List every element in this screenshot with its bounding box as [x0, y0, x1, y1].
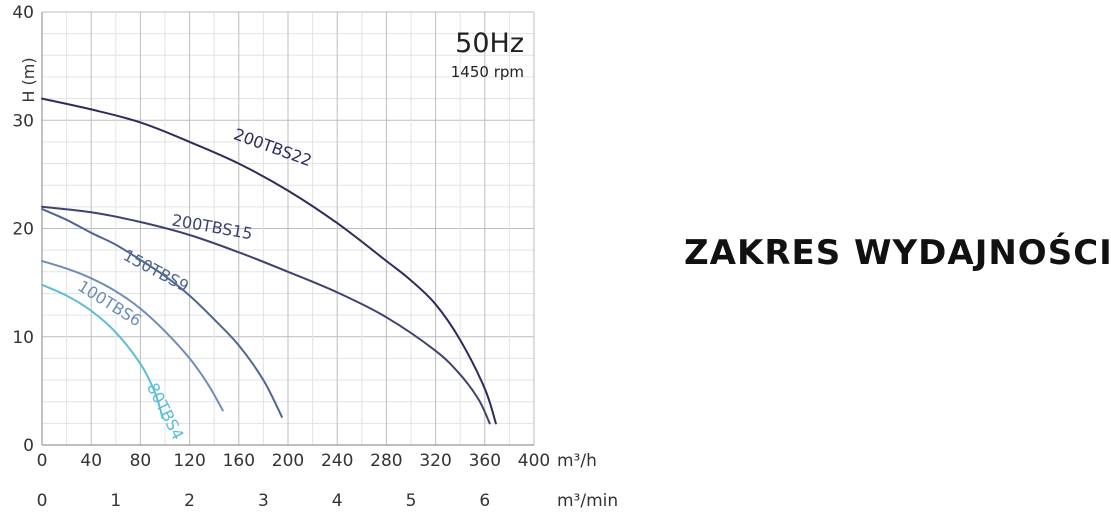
frequency-label: 50Hz — [455, 28, 524, 59]
x-tick-label: 200 — [272, 451, 304, 471]
y-tick-label: 0 — [23, 436, 34, 456]
rpm-label: 1450 rpm — [451, 63, 524, 81]
curve-label-200tbs15: 200TBS15 — [170, 210, 254, 243]
x-tick-label: 0 — [37, 451, 48, 471]
x2-tick-label: 4 — [332, 491, 343, 511]
x2-tick-label: 6 — [479, 491, 490, 511]
x2-tick-label: 0 — [37, 491, 48, 511]
y-axis-label: H (m) — [19, 57, 38, 102]
x-tick-label: 120 — [173, 451, 205, 471]
x-tick-label: 240 — [321, 451, 353, 471]
x2-axis-unit-label: m³/min — [557, 491, 618, 511]
y-tick-label: 40 — [12, 3, 34, 23]
page-heading: ZAKRES WYDAJNOŚCI — [684, 233, 1111, 273]
x-tick-label: 160 — [223, 451, 255, 471]
x2-tick-label: 3 — [258, 491, 269, 511]
x-tick-label: 40 — [80, 451, 102, 471]
curve-150tbs9 — [41, 208, 283, 418]
chart-axes — [41, 12, 534, 446]
curve-label-150tbs9: 150TBS9 — [120, 246, 192, 296]
y-tick-label: 20 — [12, 220, 34, 240]
curve-80tbs4 — [41, 283, 164, 419]
x2-tick-label: 2 — [184, 491, 195, 511]
x-tick-label: 320 — [419, 451, 451, 471]
x2-tick-label: 1 — [110, 491, 121, 511]
curve-200tbs15 — [41, 205, 491, 425]
x-tick-label: 80 — [130, 451, 152, 471]
curve-100tbs6 — [41, 260, 224, 412]
curve-200tbs22 — [41, 97, 497, 425]
x-tick-label: 280 — [370, 451, 402, 471]
x-axis-unit-label: m³/h — [557, 451, 597, 471]
y-tick-label: 10 — [12, 328, 34, 348]
chart-grid — [41, 11, 535, 446]
pump-curves — [41, 97, 497, 425]
x2-tick-label: 5 — [406, 491, 417, 511]
x-tick-label: 400 — [518, 451, 550, 471]
x-tick-label: 360 — [469, 451, 501, 471]
y-tick-label: 30 — [12, 111, 34, 131]
